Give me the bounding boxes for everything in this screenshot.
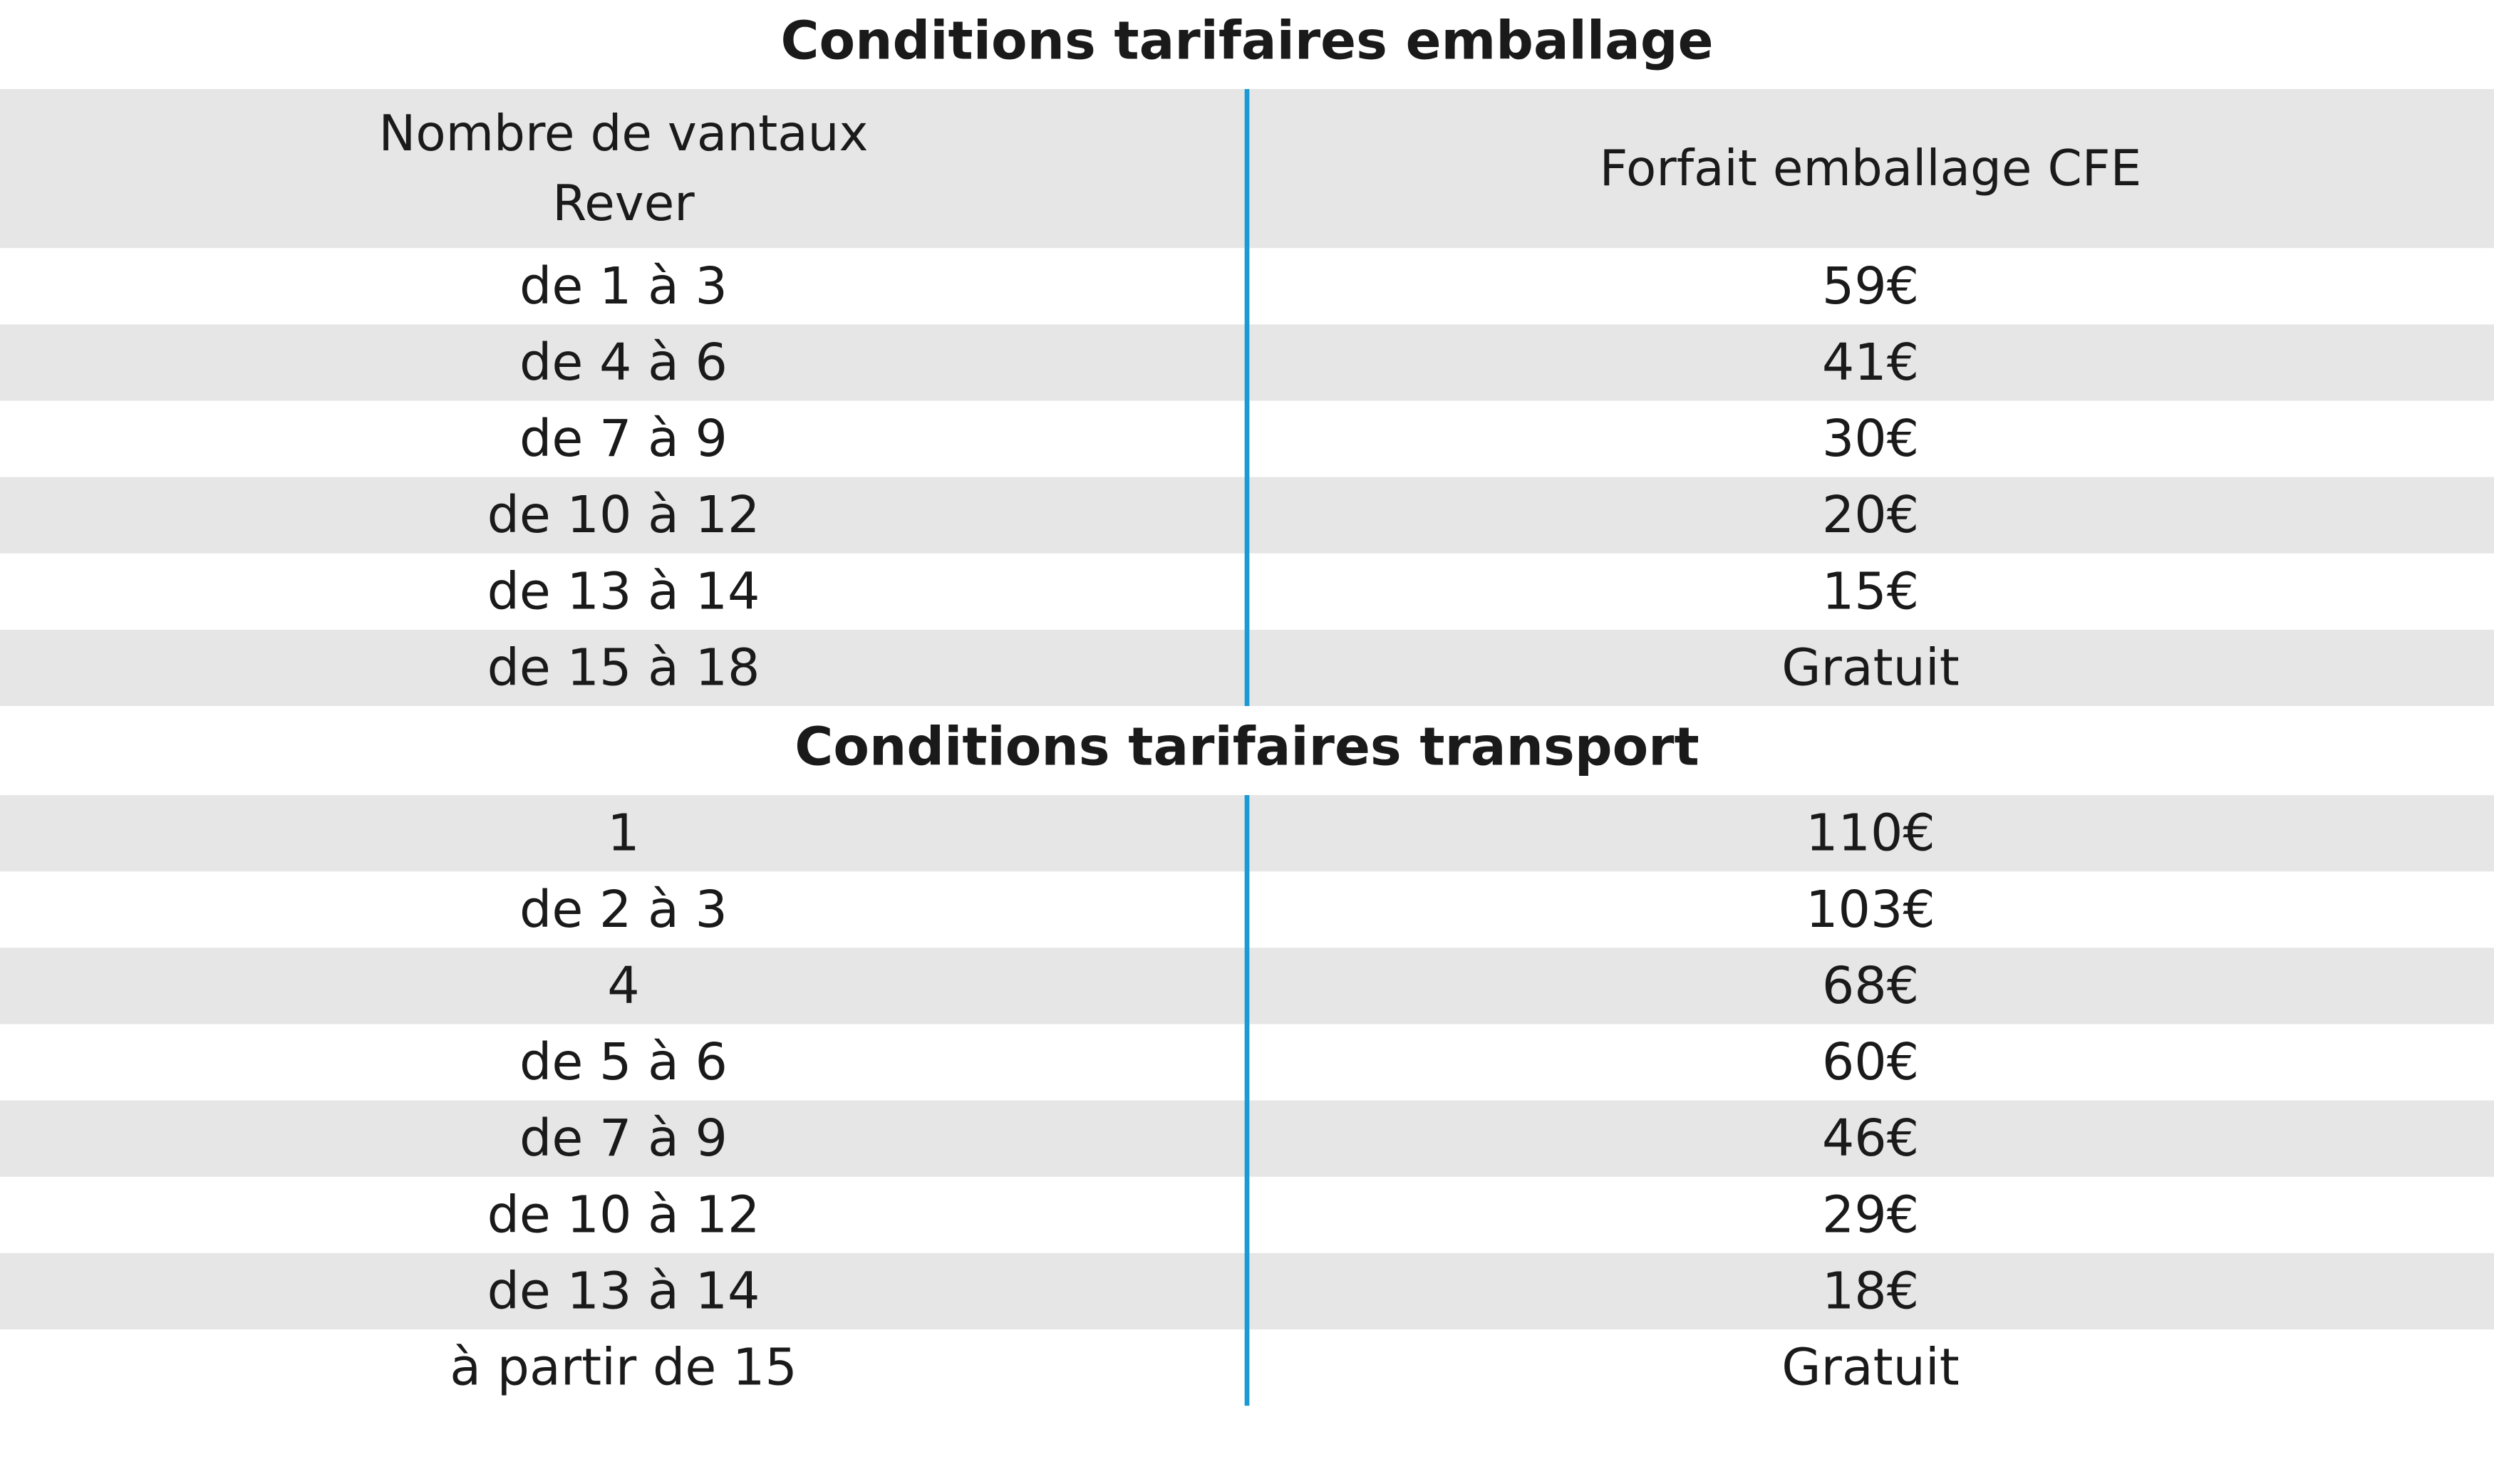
table-cell: Gratuit [1781, 1338, 1960, 1397]
table-cell: de 13 à 14 [487, 561, 760, 621]
table-cell: de 10 à 12 [487, 1185, 760, 1244]
table-cell: 15€ [1822, 561, 1919, 621]
table-cell: 68€ [1822, 956, 1919, 1015]
header-cell: Rever [552, 175, 695, 232]
table-title: Conditions tarifaires transport [795, 717, 1699, 778]
table-cell: de 15 à 18 [487, 638, 760, 697]
table-cell: 59€ [1822, 256, 1919, 316]
table-cell: 4 [607, 956, 639, 1015]
table-cell: de 5 à 6 [519, 1032, 728, 1091]
table-cell: de 13 à 14 [487, 1261, 760, 1320]
table-cell: 18€ [1822, 1261, 1919, 1320]
table-cell: de 2 à 3 [519, 880, 728, 939]
table-cell: 29€ [1822, 1185, 1919, 1244]
table-cell: Gratuit [1781, 638, 1960, 697]
table-cell: 46€ [1822, 1109, 1919, 1168]
table-cell: 1 [607, 804, 639, 863]
table-cell: 103€ [1806, 880, 1935, 939]
table-cell: de 10 à 12 [487, 485, 760, 544]
table-cell: de 4 à 6 [519, 333, 728, 392]
table-cell: de 1 à 3 [519, 256, 728, 316]
table-cell: à partir de 15 [450, 1338, 797, 1397]
table-cell: 30€ [1822, 409, 1919, 468]
table-cell: 41€ [1822, 333, 1919, 392]
header-cell: Nombre de vantaux [379, 105, 869, 162]
table-cell: de 7 à 9 [519, 409, 728, 468]
table-cell: 110€ [1806, 804, 1935, 863]
table-cell: 20€ [1822, 485, 1919, 544]
table-cell: 60€ [1822, 1032, 1919, 1091]
header-cell: Forfait emballage CFE [1600, 140, 2142, 197]
table-title: Conditions tarifaires emballage [780, 11, 1713, 72]
table-cell: de 7 à 9 [519, 1109, 728, 1168]
